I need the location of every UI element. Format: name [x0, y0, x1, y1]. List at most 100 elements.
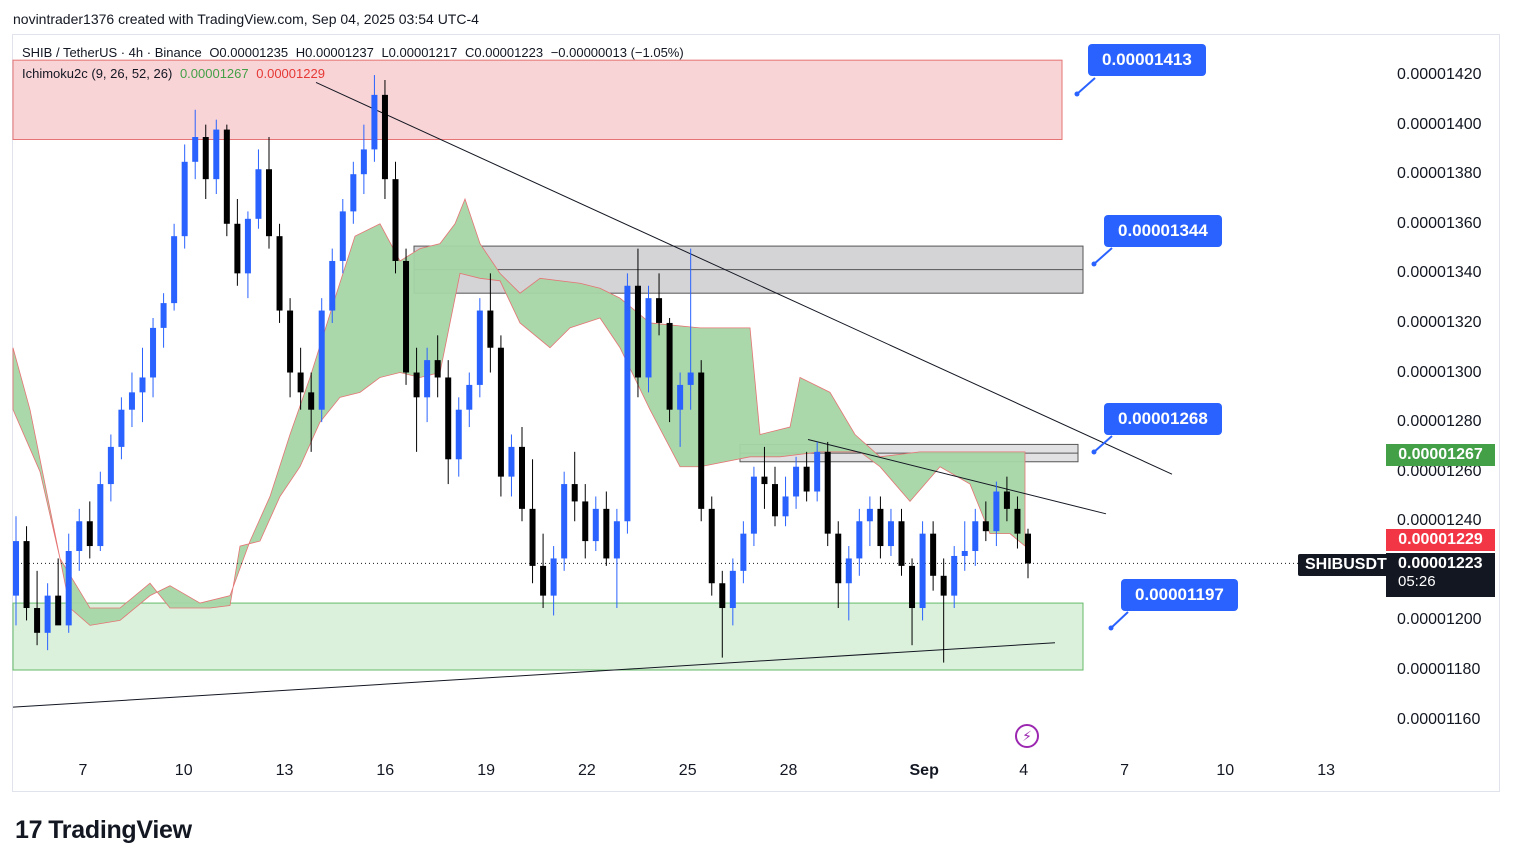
callout-1268[interactable]: 0.00001268 [1104, 403, 1222, 435]
candle-body [677, 384, 684, 410]
candle-body [634, 285, 641, 378]
candle [803, 451, 810, 502]
price-tag-cloud-a: 0.00001267 [1386, 444, 1495, 466]
candle-body [97, 484, 104, 547]
candle [972, 508, 979, 566]
candle-body [318, 310, 325, 410]
candle [424, 347, 431, 423]
candle [276, 223, 283, 323]
candle [877, 496, 884, 559]
candle-body [529, 508, 536, 566]
candle [1003, 476, 1010, 522]
candle [255, 149, 262, 229]
lightning-icon[interactable]: ⚡ [1015, 724, 1039, 748]
candle [772, 466, 778, 527]
candle [719, 570, 726, 658]
candle-body [287, 310, 294, 373]
candle [308, 372, 315, 452]
candle [360, 124, 367, 195]
candle-body [624, 285, 631, 522]
candle-body [381, 94, 388, 180]
time-tick-label: 7 [78, 762, 88, 779]
candle [961, 521, 968, 571]
candle-body [919, 533, 926, 609]
candle-body [424, 360, 431, 398]
indicator-value-b: 0.00001229 [256, 66, 325, 81]
tradingview-logo: 17 TradingView [15, 816, 192, 845]
candle [508, 434, 515, 497]
callout-1344[interactable]: 0.00001344 [1104, 215, 1222, 247]
candle-layer [13, 75, 1031, 663]
indicator-value-a: 0.00001267 [179, 66, 249, 81]
candle-body [909, 565, 916, 609]
candle-body [993, 491, 1000, 532]
legend-low: L0.00001217 [381, 45, 458, 60]
candle-body [392, 179, 399, 261]
price-tick-label: 0.00001180 [1397, 661, 1481, 678]
candle-body [107, 446, 114, 485]
time-tick-label: Sep [909, 762, 939, 779]
candle [624, 273, 631, 534]
candle [139, 347, 146, 423]
candle [118, 397, 125, 460]
candle [645, 285, 652, 393]
callout-1197[interactable]: 0.00001197 [1121, 579, 1238, 611]
candle-body [930, 533, 937, 576]
candle-body [276, 236, 283, 311]
candle-body [65, 551, 72, 626]
candle [519, 427, 525, 522]
candle-body [371, 94, 378, 150]
candle-body [86, 521, 93, 547]
candle-body [55, 595, 62, 626]
candle-body [476, 310, 483, 385]
candle [128, 372, 135, 428]
trendline [807, 438, 1107, 515]
candle [708, 496, 715, 596]
candle-body [835, 533, 842, 584]
trendline [12, 642, 1056, 708]
candle [445, 360, 452, 485]
candle [845, 546, 852, 621]
time-tick-label: 25 [678, 762, 697, 779]
candle-body [1025, 533, 1031, 564]
candle-body [666, 322, 673, 410]
candle [993, 481, 1000, 547]
candle [181, 144, 188, 249]
candle [213, 119, 220, 195]
candle [55, 558, 62, 626]
time-tick-label: 10 [1216, 762, 1235, 779]
candle-body [592, 508, 599, 542]
candle-body [202, 137, 209, 180]
candle [909, 558, 916, 646]
candle [592, 496, 599, 552]
candle-body [213, 129, 220, 180]
candle [571, 451, 578, 522]
candle [740, 521, 747, 584]
candle [666, 317, 673, 423]
callout-pointer [1093, 435, 1113, 453]
time-tick-label: 16 [376, 762, 395, 779]
time-tick-label: 7 [1120, 762, 1129, 779]
chart-credit: novintrader1376 created with TradingView… [13, 11, 479, 27]
price-tick-label: 0.00001260 [1397, 462, 1482, 480]
candle-body [887, 521, 894, 547]
zone-layer [12, 59, 1084, 671]
candle-body [34, 608, 41, 633]
candle-body [740, 533, 747, 571]
candle [371, 75, 378, 162]
last-price: 0.00001223 [1398, 555, 1483, 572]
price-tick-label: 0.00001400 [1397, 115, 1482, 133]
candle-body [23, 541, 30, 609]
candle-body [1003, 491, 1010, 509]
candle-body [898, 521, 905, 566]
candle [434, 335, 441, 398]
candle [466, 372, 473, 428]
price-tick-label: 0.00001200 [1397, 611, 1482, 629]
price-tick-label: 0.00001320 [1397, 313, 1482, 331]
candle-body [350, 174, 357, 212]
legend-indicator[interactable]: Ichimoku2c (9, 26, 52, 26) 0.00001267 0.… [22, 66, 329, 81]
candle [244, 211, 251, 299]
candle [13, 516, 19, 626]
callout-1413[interactable]: 0.00001413 [1088, 44, 1206, 76]
